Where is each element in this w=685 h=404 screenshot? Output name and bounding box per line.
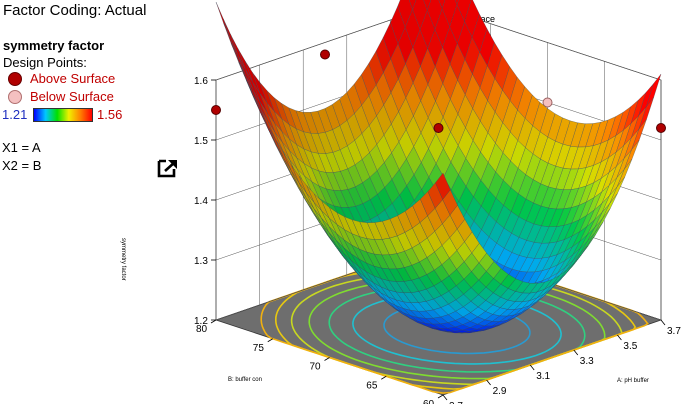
surface-facet (454, 0, 459, 6)
x-tick-mark (529, 364, 535, 371)
x-axis-ticks: 2.7 2.9 3.1 3.3 3.5 3.7 (442, 319, 681, 404)
response-surface (215, 0, 662, 334)
surface-facet (408, 0, 417, 10)
x1-mapping: X1 = A (2, 140, 41, 155)
y-tick-mark (210, 319, 217, 324)
x-tick-mark (660, 319, 666, 326)
z-axis-label: symmetry factor (120, 238, 126, 281)
design-point-above (211, 105, 221, 115)
y-tick-label: 60 (423, 399, 435, 404)
x-tick-label: 2.7 (449, 401, 463, 404)
colorbar-max-label: 1.56 (97, 107, 123, 122)
colorbar-min-label: 1.21 (2, 107, 28, 122)
y-tick-label: 80 (196, 324, 208, 335)
y-tick-label: 75 (253, 343, 265, 354)
y-tick-mark (381, 375, 387, 380)
above-surface-dot-icon (8, 71, 22, 86)
x-tick-label: 3.3 (580, 356, 594, 367)
legend-above-surface: Above Surface (8, 71, 115, 86)
legend-below-label: Below Surface (30, 89, 114, 104)
factor-coding-label: Factor Coding: Actual (3, 2, 147, 19)
y-tick-mark (267, 338, 273, 343)
design-point-above (320, 49, 330, 60)
design-point-above (433, 123, 444, 133)
x2-mapping: X2 = B (2, 158, 42, 173)
y-tick-mark (437, 394, 444, 399)
design-points-label: Design Points: (3, 55, 87, 70)
z-tick-label: 1.5 (194, 136, 208, 147)
legend-above-label: Above Surface (30, 71, 116, 86)
y-axis-label: B: buffer con (228, 377, 262, 383)
surface-facet (223, 23, 239, 61)
x-tick-label: 3.5 (623, 341, 637, 352)
y-tick-mark (324, 357, 330, 361)
design-point-below (542, 97, 553, 108)
colorbar (33, 108, 93, 122)
surface-facet (215, 1, 231, 41)
x-tick-label: 3.7 (667, 326, 681, 337)
x-tick-mark (486, 379, 491, 386)
design-point-above (656, 123, 666, 133)
below-surface-dot-icon (8, 89, 22, 104)
x-tick-label: 3.1 (536, 371, 550, 382)
surface-facet (423, 0, 432, 11)
x-axis-label: A: pH buffer (617, 378, 649, 384)
y-tick-label: 70 (310, 362, 322, 373)
x-tick-label: 2.9 (493, 386, 507, 397)
y-tick-label: 65 (366, 380, 378, 391)
z-tick-label: 1.3 (194, 256, 208, 267)
z-tick-label: 1.4 (194, 196, 208, 207)
surface-facet (223, 18, 239, 56)
design-points-above (211, 49, 666, 133)
surface-facet (230, 39, 246, 76)
y-axis-ticks: 60 65 70 75 80 (196, 319, 444, 404)
surface-facet (435, 172, 451, 200)
surface-facet (438, 0, 446, 10)
x-tick-mark (617, 334, 622, 341)
response-name: symmetry factor (3, 38, 105, 53)
z-tick-label: 1.6 (194, 76, 208, 87)
x-tick-mark (442, 394, 448, 401)
surface-facet (230, 34, 246, 70)
x-tick-mark (573, 349, 579, 356)
legend-below-surface: Below Surface (8, 89, 114, 104)
expand-external-icon[interactable] (156, 157, 180, 179)
z-tick-label: 1.2 (194, 316, 208, 327)
z-axis-ticks: 1.2 1.3 1.4 1.5 1.6 (194, 76, 216, 327)
